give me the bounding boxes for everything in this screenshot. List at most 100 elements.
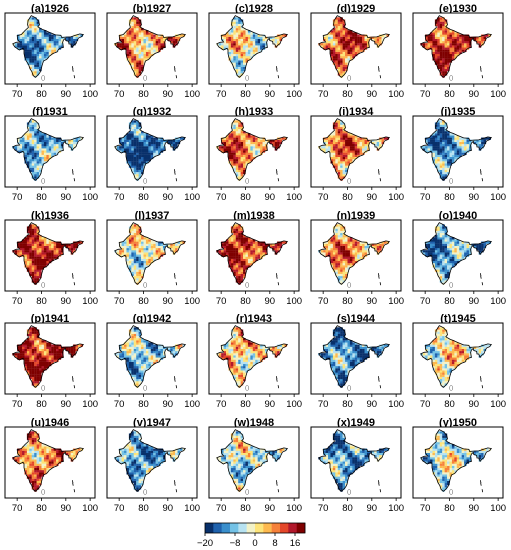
grid-cell bbox=[133, 143, 137, 147]
grid-cell bbox=[70, 141, 74, 145]
grid-cell bbox=[260, 141, 263, 145]
grid-cell bbox=[427, 139, 431, 142]
grid-cell bbox=[335, 267, 338, 270]
grid-cell bbox=[330, 45, 334, 48]
grid-cell bbox=[39, 133, 42, 136]
grid-cell bbox=[34, 278, 37, 281]
grid-cell bbox=[240, 254, 244, 257]
grid-cell bbox=[131, 224, 134, 227]
grid-cell bbox=[34, 267, 37, 270]
grid-cell bbox=[56, 344, 59, 347]
grid-cell bbox=[240, 56, 244, 59]
grid-cell bbox=[238, 45, 241, 48]
grid-cell bbox=[442, 161, 445, 164]
grid-cell bbox=[39, 141, 42, 145]
grid-cell bbox=[34, 374, 37, 377]
grid-cell bbox=[250, 150, 253, 153]
grid-cell bbox=[347, 254, 351, 257]
grid-cell bbox=[230, 152, 234, 155]
grid-cell bbox=[451, 141, 455, 145]
grid-cell bbox=[19, 137, 23, 140]
india-outline bbox=[420, 118, 493, 181]
grid-cell bbox=[250, 32, 253, 35]
grid-cell bbox=[29, 228, 32, 231]
grid-cell bbox=[255, 256, 258, 259]
grid-cell bbox=[223, 34, 227, 37]
grid-cell bbox=[238, 141, 241, 145]
grid-cell bbox=[468, 148, 472, 151]
grid-cell bbox=[230, 56, 234, 59]
grid-cell bbox=[63, 346, 66, 349]
grid-cell bbox=[138, 47, 142, 50]
grid-cell bbox=[53, 359, 57, 362]
grid-cell bbox=[243, 254, 246, 257]
grid-cell bbox=[17, 353, 20, 356]
grid-cell bbox=[43, 150, 47, 153]
grid-cell bbox=[359, 252, 363, 255]
grid-cell bbox=[131, 241, 134, 244]
grid-cell bbox=[128, 163, 132, 166]
grid-cell bbox=[451, 148, 455, 151]
grid-cell bbox=[432, 141, 436, 145]
grid-cell bbox=[447, 141, 450, 145]
grid-cell bbox=[352, 252, 355, 255]
grid-cell bbox=[53, 256, 57, 259]
grid-cell bbox=[335, 58, 338, 61]
grid-cell bbox=[177, 139, 181, 142]
grid-cell bbox=[26, 51, 30, 55]
grid-cell bbox=[245, 245, 249, 249]
x-tick-label: 70 bbox=[420, 89, 431, 100]
grid-cell bbox=[43, 353, 47, 356]
grid-cell bbox=[153, 146, 156, 149]
grid-cell bbox=[34, 128, 37, 132]
grid-cell bbox=[29, 49, 32, 52]
grid-cell bbox=[364, 38, 368, 42]
grid-cell bbox=[235, 141, 239, 145]
grid-cell bbox=[158, 148, 161, 151]
grid-cell bbox=[133, 269, 137, 272]
grid-cell bbox=[46, 359, 49, 362]
grid-cell bbox=[29, 28, 32, 31]
grid-cell bbox=[337, 58, 341, 61]
grid-cell bbox=[332, 267, 336, 270]
grid-cell bbox=[43, 342, 47, 345]
grid-cell bbox=[430, 137, 433, 140]
grid-cell bbox=[141, 235, 144, 238]
grid-cell bbox=[454, 40, 457, 44]
grid-cell bbox=[138, 64, 142, 67]
grid-cell bbox=[39, 258, 42, 262]
grid-cell bbox=[141, 66, 144, 70]
grid-cell bbox=[332, 254, 336, 257]
grid-cell bbox=[24, 355, 28, 358]
grid-cell bbox=[131, 47, 134, 50]
grid-cell bbox=[240, 133, 244, 136]
grid-cell bbox=[347, 45, 351, 48]
grid-cell bbox=[243, 263, 246, 266]
grid-cell bbox=[223, 241, 227, 244]
grid-cell bbox=[136, 252, 139, 255]
grid-cell bbox=[148, 53, 151, 57]
island-mark bbox=[173, 273, 176, 277]
panel-title: (n)1939 bbox=[337, 210, 376, 222]
grid-cell bbox=[335, 235, 338, 238]
grid-cell bbox=[245, 239, 249, 242]
grid-cell bbox=[233, 146, 236, 149]
grid-cell bbox=[235, 122, 239, 125]
grid-cell bbox=[29, 353, 32, 356]
grid-cell bbox=[131, 374, 134, 377]
grid-cell bbox=[272, 36, 275, 39]
grid-cell bbox=[269, 38, 273, 42]
grid-cell bbox=[240, 260, 244, 264]
grid-cell bbox=[138, 269, 142, 272]
grid-cell bbox=[359, 241, 363, 244]
grid-cell bbox=[267, 36, 270, 39]
grid-cell bbox=[150, 254, 154, 257]
grid-cell bbox=[36, 40, 40, 44]
grid-cell bbox=[245, 256, 249, 259]
grid-cell bbox=[46, 355, 49, 358]
grid-cell bbox=[250, 256, 253, 259]
grid-cell bbox=[46, 346, 49, 349]
grid-cell bbox=[432, 250, 436, 253]
grid-cell bbox=[332, 148, 336, 151]
grid-cell bbox=[238, 34, 241, 37]
